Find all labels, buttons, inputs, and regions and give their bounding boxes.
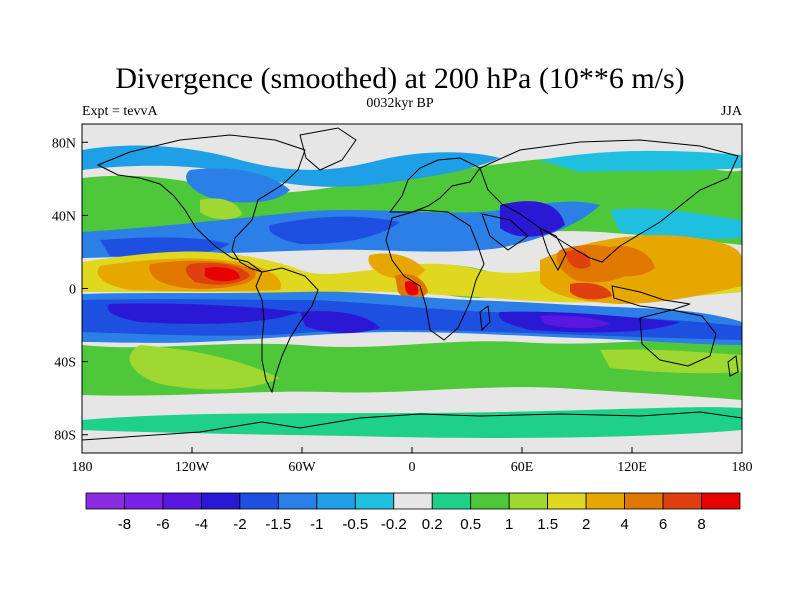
x-tick-label: 180 <box>732 460 753 475</box>
coastline-north-america <box>96 134 306 273</box>
colorbar-label: -1.5 <box>265 516 291 533</box>
coastline-arabia <box>481 213 529 251</box>
colorbar-label: 0.2 <box>422 516 443 533</box>
contour-fill <box>269 216 400 245</box>
colorbar-label: 4 <box>620 516 628 533</box>
colorbar-label: -2 <box>233 516 246 533</box>
x-tick-label: 180 <box>72 460 93 475</box>
coastline-madagascar <box>479 305 491 332</box>
colorbar-swatch <box>393 492 433 510</box>
y-tick-label: 80S <box>54 429 76 444</box>
x-tick-label: 60W <box>288 460 316 475</box>
contour-fill <box>540 150 742 172</box>
contour-fill <box>600 246 655 277</box>
axis-ticks: 180 120W 60W 0 60E 120E 180 80N 40N 0 40S 80S <box>52 136 753 475</box>
contour-fill <box>200 198 242 220</box>
colorbar-swatch <box>85 492 125 510</box>
contour-fill <box>107 303 300 324</box>
contour-fill <box>610 208 742 239</box>
contour-fill <box>540 315 610 329</box>
coastline-south-america <box>255 267 319 394</box>
y-tick-label: 80N <box>52 136 76 151</box>
season-label: JJA <box>720 104 742 119</box>
colorbar-swatch <box>201 492 241 510</box>
colorbar-swatch <box>701 492 741 510</box>
colorbar-swatch <box>431 492 472 510</box>
colorbar-swatch <box>662 492 702 510</box>
coastline-india <box>539 227 567 272</box>
colorbar-swatch <box>162 492 202 510</box>
contour-fill <box>129 345 280 390</box>
contour-fill <box>500 201 565 237</box>
contour-fill <box>205 267 240 282</box>
x-tick-label: 0 <box>409 460 416 475</box>
colorbar-swatch <box>624 492 664 510</box>
y-tick-label: 0 <box>69 283 76 298</box>
colorbar-label: 0.5 <box>460 516 481 533</box>
coastline-greenland <box>299 127 357 171</box>
contour-fill <box>82 145 500 187</box>
x-tick-label: 120W <box>175 460 210 475</box>
colorbar-swatch <box>316 492 356 510</box>
coastlines <box>82 127 742 441</box>
colorbar-label: -4 <box>195 516 208 533</box>
colorbar-swatch <box>585 492 625 510</box>
experiment-label: Expt = tevvA <box>82 104 158 119</box>
coastline-new-zealand <box>727 355 739 377</box>
colorbar-swatch <box>277 492 318 510</box>
colorbar-label: -0.5 <box>342 516 368 533</box>
colorbar-label: 6 <box>659 516 667 533</box>
colorbar-swatch <box>124 492 164 510</box>
coastline-antarctica <box>82 411 742 441</box>
contour-fill <box>600 349 742 374</box>
period-label: 0032kyr BP <box>366 96 434 111</box>
colorbar-swatch <box>470 492 510 510</box>
contour-fill <box>300 310 380 334</box>
coastline-africa <box>385 209 485 341</box>
x-tick-label: 60E <box>511 460 534 475</box>
colorbar-label: -8 <box>118 516 131 533</box>
colorbar-swatch <box>547 492 587 510</box>
colorbar: -8 -6 -4 -2 -1.5 -1 -0.5 -0.2 0.2 0.5 1 1.5 2 4 6 8 <box>85 492 741 533</box>
y-tick-label: 40N <box>52 209 76 224</box>
plot-title: Divergence (smoothed) at 200 hPa (10**6 … <box>115 62 685 95</box>
y-tick-label: 40S <box>54 356 76 371</box>
coastline-indonesia <box>611 285 691 311</box>
coastline-asia <box>479 139 739 263</box>
colorbar-label: -6 <box>156 516 169 533</box>
contour-fill <box>570 282 612 300</box>
colorbar-label: 1 <box>505 516 513 533</box>
colorbar-label: -0.2 <box>381 516 407 533</box>
colorbar-label: 8 <box>697 516 705 533</box>
colorbar-swatch <box>508 492 549 510</box>
colorbar-label: -1 <box>310 516 323 533</box>
colorbar-label: 1.5 <box>537 516 558 533</box>
colorbar-swatch <box>239 492 279 510</box>
x-tick-label: 120E <box>617 460 647 475</box>
contour-fill <box>186 168 290 203</box>
coastline-australia <box>639 309 717 367</box>
colorbar-swatch <box>354 492 395 510</box>
colorbar-label: 2 <box>582 516 590 533</box>
contour-fill <box>404 281 419 296</box>
divergence-field <box>82 124 742 453</box>
